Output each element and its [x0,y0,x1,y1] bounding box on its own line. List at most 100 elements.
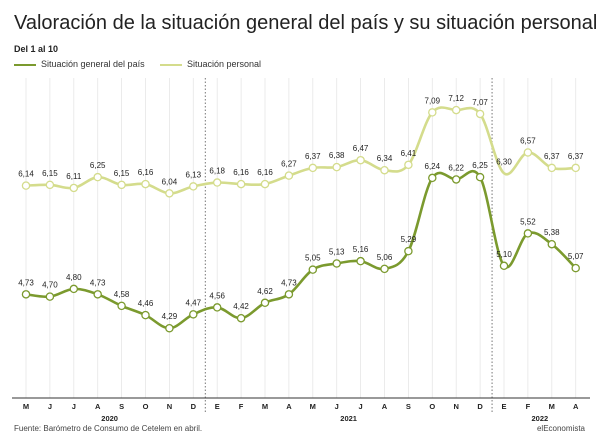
x-tick-label: D [477,402,483,411]
data-label-personal: 6,57 [520,136,536,145]
data-point-general [69,284,79,294]
data-point-general [451,175,461,184]
data-point-personal [523,148,533,157]
x-tick-label: M [310,402,316,411]
data-point-personal [212,178,222,187]
data-label-general: 4,46 [138,299,154,308]
data-point-personal [260,179,270,189]
x-tick-label: F [526,402,531,411]
data-point-general [499,261,509,271]
data-point-general [45,292,55,301]
data-label-general: 4,73 [18,278,34,287]
data-point-general [523,229,533,238]
data-label-general: 4,73 [281,278,297,287]
x-tick-label: M [262,402,268,411]
x-tick-label: N [453,402,458,411]
data-label-personal: 6,16 [233,168,249,177]
data-label-personal: 6,16 [138,168,154,177]
legend-item-general: Situación general del país [14,59,145,69]
data-point-general [284,290,294,299]
data-label-general: 5,29 [401,235,417,244]
data-point-general [380,264,389,274]
data-point-personal [189,182,198,191]
year-label: 2020 [101,414,118,423]
data-label-general: 4,58 [114,290,130,299]
data-point-general [260,298,270,308]
data-point-general [356,256,365,266]
data-point-personal [117,180,126,190]
data-label-general: 4,73 [90,278,106,287]
x-tick-label: J [359,402,363,411]
data-label-personal: 6,25 [90,161,106,170]
x-tick-label: A [382,402,388,411]
data-label-general: 6,25 [472,161,488,170]
data-label-personal: 6,30 [496,157,512,166]
data-point-personal [404,160,413,170]
data-label-general: 4,42 [233,302,249,311]
data-point-personal [308,163,318,173]
data-label-personal: 6,41 [401,149,417,158]
data-point-general [189,310,198,319]
data-label-general: 5,07 [568,252,584,261]
data-label-personal: 6,15 [114,169,130,178]
brand-label: elEconomista [536,424,585,433]
data-label-personal: 6,18 [209,167,225,176]
x-tick-label: A [573,402,579,411]
data-label-general: 5,05 [305,254,321,263]
data-point-personal [165,189,174,198]
data-label-general: 4,47 [186,298,202,307]
data-label-general: 5,52 [520,217,536,226]
x-tick-label: J [48,402,52,411]
data-point-personal [475,109,485,119]
data-point-general [236,313,246,323]
data-point-general [308,265,318,274]
data-point-personal [571,163,580,173]
x-tick-label: A [95,402,101,411]
data-label-personal: 6,13 [186,170,202,179]
x-tick-label: J [72,402,76,411]
data-label-personal: 6,16 [257,168,273,177]
data-point-general [428,173,437,183]
x-tick-label: S [119,402,124,411]
data-point-personal [428,108,437,117]
data-label-general: 5,16 [353,245,369,254]
data-point-general [547,239,557,249]
data-label-general: 5,10 [496,250,512,259]
series-line-personal [24,106,577,195]
data-label-personal: 7,09 [425,96,441,105]
data-label-general: 4,29 [162,312,178,321]
data-point-general [21,290,31,299]
data-label-general: 5,13 [329,247,345,256]
x-tick-label: N [167,402,172,411]
data-point-personal [380,165,389,175]
series-line-general [24,170,577,330]
legend-label-personal: Situación personal [187,59,262,69]
data-label-personal: 6,37 [568,152,584,161]
data-point-general [212,303,222,312]
data-label-general: 4,56 [209,291,225,300]
data-point-general [93,290,102,299]
legend-swatch-general [14,63,36,66]
source-note: Fuente: Barómetro de Consumo de Cetelem … [14,424,203,433]
data-point-personal [284,171,294,180]
data-label-personal: 6,27 [281,160,297,169]
x-tick-label: M [549,402,555,411]
data-label-personal: 6,04 [162,177,178,186]
x-tick-label: J [335,402,339,411]
data-point-general [404,246,413,256]
data-point-personal [236,179,246,189]
data-point-personal [69,183,79,193]
data-label-personal: 6,37 [544,152,560,161]
data-label-personal: 7,07 [472,98,488,107]
data-label-personal: 6,38 [329,151,345,160]
x-tick-label: M [23,402,29,411]
data-label-general: 4,62 [257,287,273,296]
data-label-personal: 6,34 [377,154,393,163]
data-label-general: 5,06 [377,253,393,262]
legend-item-personal: Situación personal [160,59,261,69]
x-tick-label: S [406,402,411,411]
x-tick-label: O [143,402,149,411]
x-tick-label: F [239,402,244,411]
data-label-personal: 6,14 [18,170,34,179]
